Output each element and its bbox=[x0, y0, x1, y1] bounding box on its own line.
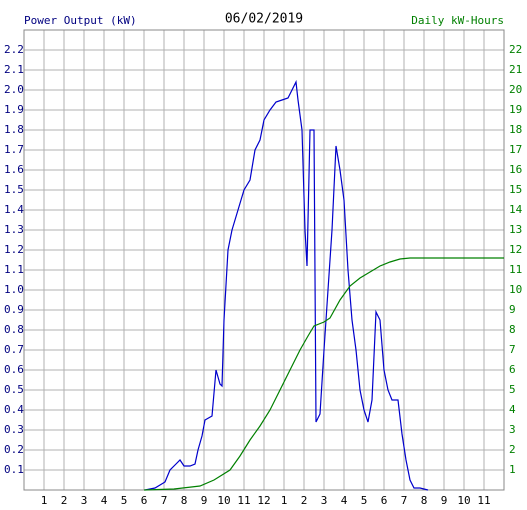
x-tick-label: 8 bbox=[181, 494, 188, 507]
y2-tick-label: 1 bbox=[509, 463, 516, 476]
y-tick-label: 0.4 bbox=[4, 403, 24, 416]
x-tick-label: 5 bbox=[121, 494, 128, 507]
x-tick-label: 9 bbox=[441, 494, 448, 507]
y2-tick-label: 5 bbox=[509, 383, 516, 396]
y2-tick-label: 12 bbox=[509, 243, 522, 256]
y2-axis-title: Daily kW-Hours bbox=[411, 14, 504, 27]
y2-tick-label: 17 bbox=[509, 143, 522, 156]
y2-tick-label: 14 bbox=[509, 203, 523, 216]
y-tick-label: 1.8 bbox=[4, 123, 24, 136]
y2-tick-label: 9 bbox=[509, 303, 516, 316]
y-tick-label: 0.9 bbox=[4, 303, 24, 316]
y2-tick-label: 10 bbox=[509, 283, 522, 296]
x-tick-label: 4 bbox=[341, 494, 348, 507]
y-tick-label: 1.4 bbox=[4, 203, 24, 216]
y-tick-label: 1.3 bbox=[4, 223, 24, 236]
x-tick-label: 11 bbox=[477, 494, 490, 507]
y-tick-label: 1.9 bbox=[4, 103, 24, 116]
x-tick-label: 4 bbox=[101, 494, 108, 507]
y-tick-label: 0.5 bbox=[4, 383, 24, 396]
x-tick-label: 6 bbox=[381, 494, 388, 507]
x-tick-label: 6 bbox=[141, 494, 148, 507]
x-tick-label: 10 bbox=[457, 494, 470, 507]
y2-tick-label: 18 bbox=[509, 123, 522, 136]
y2-tick-label: 2 bbox=[509, 443, 516, 456]
y2-tick-label: 21 bbox=[509, 63, 522, 76]
y-tick-label: 2.1 bbox=[4, 63, 24, 76]
x-tick-label: 11 bbox=[237, 494, 250, 507]
y2-tick-label: 3 bbox=[509, 423, 516, 436]
y-tick-label: 0.7 bbox=[4, 343, 24, 356]
chart-title: 06/02/2019 bbox=[225, 12, 303, 27]
x-tick-label: 8 bbox=[421, 494, 428, 507]
y-tick-label: 2.2 bbox=[4, 43, 24, 56]
y2-tick-label: 8 bbox=[509, 323, 516, 336]
x-tick-label: 5 bbox=[361, 494, 368, 507]
y-tick-label: 0.3 bbox=[4, 423, 24, 436]
y2-tick-label: 11 bbox=[509, 263, 522, 276]
y2-tick-label: 15 bbox=[509, 183, 522, 196]
y2-tick-label: 4 bbox=[509, 403, 516, 416]
y-tick-label: 1.2 bbox=[4, 243, 24, 256]
y-tick-label: 1.0 bbox=[4, 283, 24, 296]
x-tick-label: 1 bbox=[41, 494, 48, 507]
x-tick-label: 10 bbox=[217, 494, 230, 507]
y-tick-label: 1.5 bbox=[4, 183, 24, 196]
x-tick-label: 7 bbox=[161, 494, 168, 507]
x-tick-label: 7 bbox=[401, 494, 408, 507]
plot-border bbox=[23, 29, 505, 491]
y2-tick-label: 20 bbox=[509, 83, 522, 96]
y2-tick-label: 16 bbox=[509, 163, 522, 176]
y-tick-label: 0.2 bbox=[4, 443, 24, 456]
x-tick-label: 3 bbox=[81, 494, 88, 507]
y2-tick-label: 19 bbox=[509, 103, 522, 116]
y2-tick-label: 7 bbox=[509, 343, 516, 356]
y2-tick-label: 13 bbox=[509, 223, 522, 236]
y-tick-label: 0.1 bbox=[4, 463, 24, 476]
y2-tick-label: 6 bbox=[509, 363, 516, 376]
y2-tick-label: 22 bbox=[509, 43, 522, 56]
x-tick-label: 9 bbox=[201, 494, 208, 507]
x-tick-label: 1 bbox=[281, 494, 288, 507]
y-tick-label: 2.0 bbox=[4, 83, 24, 96]
y-tick-label: 1.7 bbox=[4, 143, 24, 156]
x-tick-label: 3 bbox=[321, 494, 328, 507]
series-line bbox=[144, 79, 429, 491]
x-tick-label: 12 bbox=[257, 494, 270, 507]
series-line bbox=[143, 257, 504, 491]
y-tick-label: 0.8 bbox=[4, 323, 24, 336]
y-axis-title: Power Output (kW) bbox=[24, 14, 137, 27]
y-tick-label: 0.6 bbox=[4, 363, 24, 376]
x-tick-label: 2 bbox=[61, 494, 68, 507]
y-tick-label: 1.6 bbox=[4, 163, 24, 176]
x-tick-label: 2 bbox=[301, 494, 308, 507]
y-tick-label: 1.1 bbox=[4, 263, 24, 276]
